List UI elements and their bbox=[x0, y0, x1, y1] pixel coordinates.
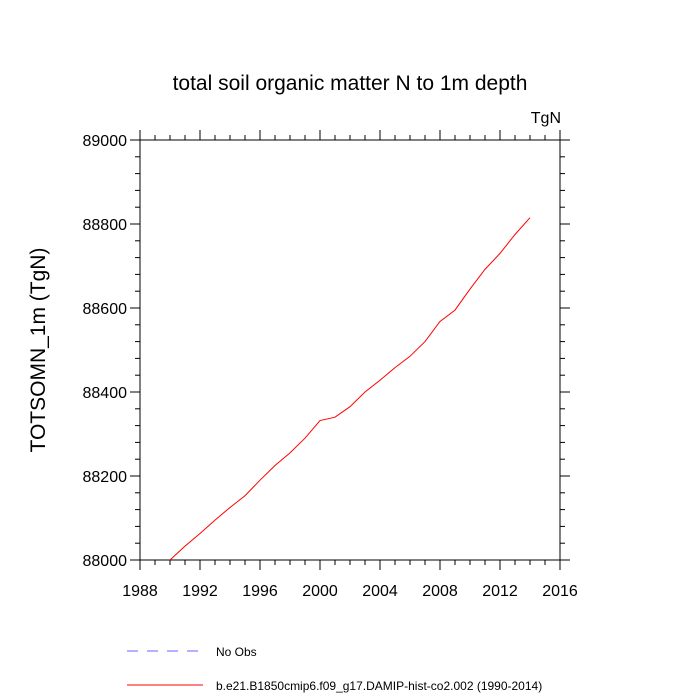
units-label: TgN bbox=[531, 110, 561, 127]
x-tick-label: 2000 bbox=[302, 583, 338, 600]
series-line-1 bbox=[169, 217, 531, 561]
legend-label: No Obs bbox=[216, 645, 257, 659]
y-tick-label: 89000 bbox=[83, 133, 128, 150]
y-tick-label: 88000 bbox=[83, 553, 128, 570]
y-tick-label: 88800 bbox=[83, 217, 128, 234]
x-tick-label: 2016 bbox=[542, 583, 578, 600]
x-tick-label: 2004 bbox=[362, 583, 398, 600]
x-tick-label: 2012 bbox=[482, 583, 518, 600]
y-tick-label: 88600 bbox=[83, 301, 128, 318]
y-axis-label: TOTSOMN_1m (TgN) bbox=[27, 248, 50, 453]
y-tick-label: 88200 bbox=[83, 469, 128, 486]
x-tick-label: 1988 bbox=[122, 583, 158, 600]
x-tick-label: 2008 bbox=[422, 583, 458, 600]
legend-label: b.e21.B1850cmip6.f09_g17.DAMIP-hist-co2.… bbox=[216, 679, 542, 693]
x-tick-label: 1996 bbox=[242, 583, 278, 600]
x-tick-label: 1992 bbox=[182, 583, 218, 600]
y-tick-label: 88400 bbox=[83, 385, 128, 402]
chart-title: total soil organic matter N to 1m depth bbox=[173, 72, 528, 95]
